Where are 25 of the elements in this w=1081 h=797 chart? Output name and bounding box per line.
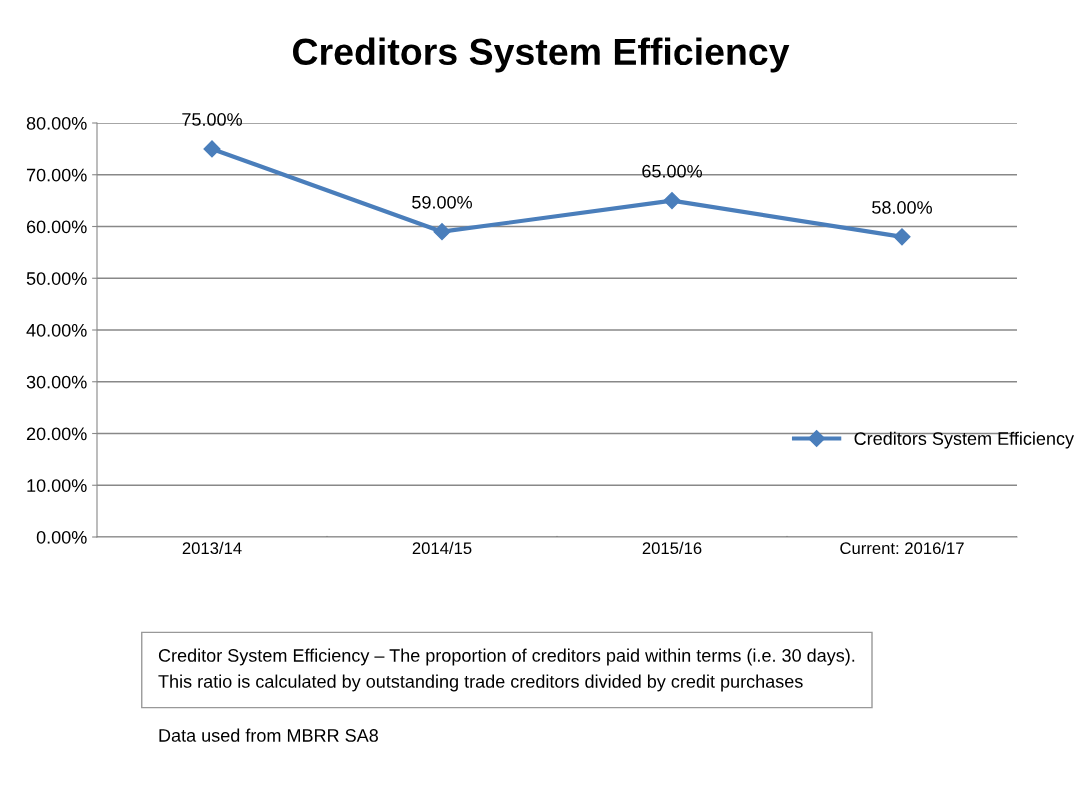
point [663,192,681,210]
chart-title: Creditors System Efficiency [293,37,790,73]
x-tick-label: 2015/16 [642,541,702,555]
y-tick-label: 0.00% [36,530,87,544]
y-tick-label: 50.00% [26,272,87,285]
text: Data used from MBRR SA8 [159,728,378,742]
y-tick-label: 10.00% [27,479,87,492]
y-tick-label: 30.00% [26,375,87,389]
point [893,228,911,246]
data-label: 65.00% [642,164,702,178]
x-tick-label: 2013/14 [182,541,242,555]
data-label: 58.00% [872,201,932,214]
y-tick-label: 20.00% [26,427,87,441]
y-tick-label: 80.00% [26,116,87,130]
data-label: 75.00% [182,113,242,126]
text: Creditor System Efficiency – The proportion of creditors paid within terms (i.e. 30 days). This ratio is calculated by outstanding trade creditors divided by credit purchases [158,648,855,692]
x-tick-label: Current: 2016/17 [840,541,964,555]
y-tick-label: 40.00% [26,323,87,337]
y-tick-label: 60.00% [26,220,87,234]
point [203,140,221,158]
y-tick-label: 70.00% [26,168,87,182]
data-label: 59.00% [412,195,472,209]
x-tick-label: 2014/15 [412,541,472,555]
legend-label: Creditors System Efficiency [854,431,1075,449]
point [433,223,451,241]
